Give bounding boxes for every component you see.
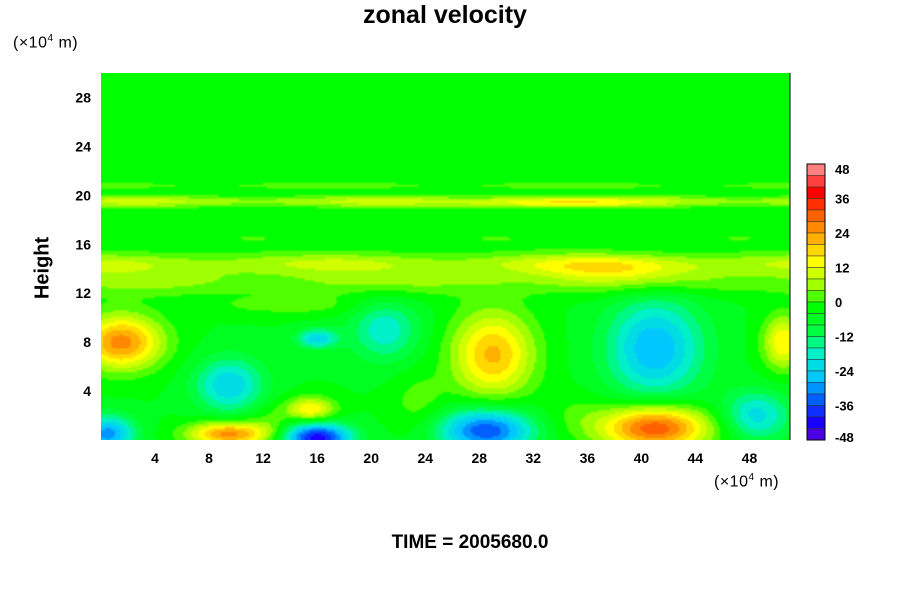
x-tick-label: 40 bbox=[634, 450, 650, 466]
colorbar-swatch bbox=[806, 198, 826, 211]
x-tick-label: 12 bbox=[255, 450, 271, 466]
colorbar-swatch bbox=[806, 359, 826, 372]
colorbar-tick-label: -24 bbox=[835, 364, 855, 379]
colorbar-border bbox=[806, 163, 826, 441]
colorbar-swatch bbox=[806, 209, 826, 222]
y-tick-label: 24 bbox=[75, 138, 91, 154]
y-tick-label: 4 bbox=[83, 383, 91, 399]
colorbar-swatch bbox=[806, 290, 826, 303]
colorbar-swatch bbox=[806, 186, 826, 199]
colorbar-swatch bbox=[806, 347, 826, 360]
x-tick-label: 48 bbox=[742, 450, 758, 466]
colorbar-ticks: 48 36 24 12 0 -12 -24 -36 -48 bbox=[835, 162, 855, 445]
colorbar-swatch bbox=[806, 405, 826, 418]
time-label: TIME = 2005680.0 bbox=[391, 532, 549, 553]
y-tick-label: 8 bbox=[83, 334, 91, 350]
x-tick-label: 16 bbox=[309, 450, 325, 466]
y-tick-label: 28 bbox=[75, 89, 91, 105]
colorbar-swatch bbox=[806, 313, 826, 326]
colorbar-swatch bbox=[806, 221, 826, 234]
colorbar-swatch bbox=[806, 278, 826, 291]
x-tick-label: 20 bbox=[363, 450, 379, 466]
x-tick-label: 4 bbox=[151, 450, 159, 466]
x-axis-ticks: 4 8 12 16 20 24 28 32 36 40 44 48 bbox=[151, 450, 757, 466]
colorbar-swatch bbox=[806, 336, 826, 349]
colorbar-tick-label: 48 bbox=[835, 162, 849, 177]
colorbar-swatch bbox=[806, 244, 826, 257]
chart-title: zonal velocity bbox=[363, 1, 527, 29]
y-axis-ticks: 4 8 12 16 20 24 28 bbox=[75, 89, 91, 399]
colorbar-tick-label: 36 bbox=[835, 192, 849, 207]
x-tick-label: 32 bbox=[526, 450, 542, 466]
x-tick-label: 44 bbox=[688, 450, 704, 466]
colorbar-swatch bbox=[806, 416, 826, 429]
colorbar bbox=[806, 163, 826, 441]
x-tick-label: 36 bbox=[580, 450, 596, 466]
y-tick-label: 20 bbox=[75, 187, 91, 203]
colorbar-swatch bbox=[806, 324, 826, 337]
colorbar-tick-label: 0 bbox=[835, 295, 842, 310]
colorbar-swatch bbox=[806, 382, 826, 395]
colorbar-swatch bbox=[806, 428, 826, 441]
colorbar-tick-label: 12 bbox=[835, 261, 849, 276]
heatmap-image bbox=[101, 73, 790, 440]
colorbar-swatch bbox=[806, 232, 826, 245]
y-tick-label: 16 bbox=[75, 236, 91, 252]
colorbar-swatch bbox=[806, 393, 826, 406]
colorbar-tick-label: 24 bbox=[835, 226, 850, 241]
x-axis-unit: (×104 m) bbox=[714, 472, 780, 491]
colorbar-swatch bbox=[806, 175, 826, 188]
colorbar-swatch bbox=[806, 255, 826, 268]
colorbar-swatch bbox=[806, 163, 826, 176]
x-tick-label: 8 bbox=[205, 450, 213, 466]
colorbar-tick-label: -36 bbox=[835, 399, 854, 414]
x-tick-label: 24 bbox=[417, 450, 433, 466]
x-tick-label: 28 bbox=[471, 450, 487, 466]
colorbar-swatch bbox=[806, 267, 826, 280]
heatmap-plot bbox=[101, 73, 790, 440]
colorbar-swatch bbox=[806, 370, 826, 383]
y-tick-label: 12 bbox=[75, 285, 91, 301]
colorbar-tick-label: -48 bbox=[835, 430, 854, 445]
colorbar-swatch bbox=[806, 301, 826, 314]
colorbar-tick-label: -12 bbox=[835, 330, 854, 345]
y-axis-unit: (×104 m) bbox=[13, 33, 79, 52]
